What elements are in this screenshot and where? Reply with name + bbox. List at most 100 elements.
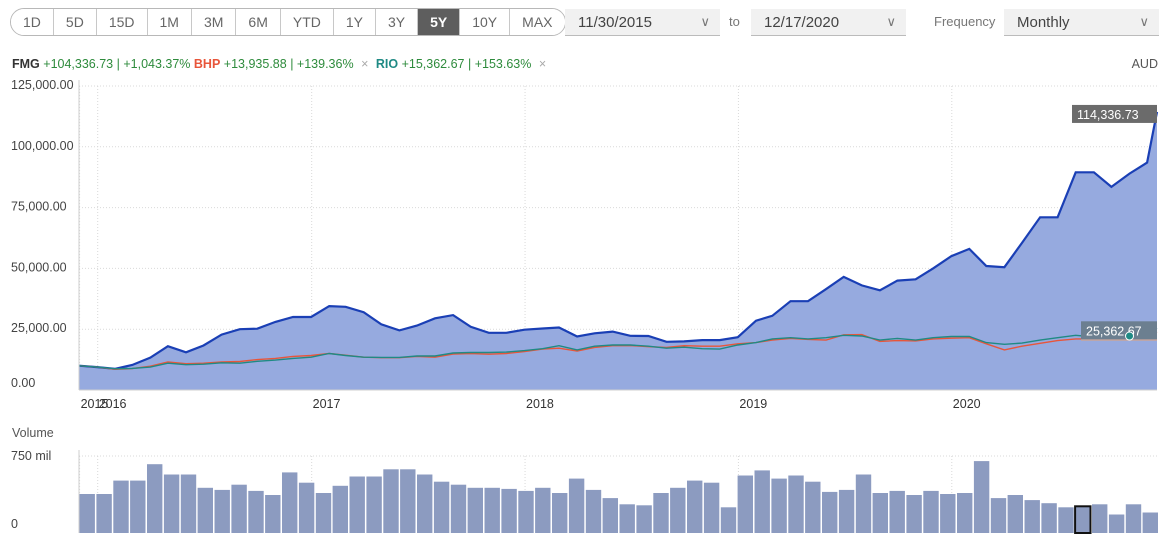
price-chart[interactable]: 0.00 25,000.00 50,000.00 75,000.00 100,000.0… xyxy=(0,0,1168,412)
x-tick-label: 2017 xyxy=(313,397,341,411)
legend-symbol[interactable]: BHP xyxy=(193,57,221,71)
volume-bar xyxy=(822,491,838,533)
x-tick-label: 2016 xyxy=(99,397,127,411)
range-button-15d[interactable]: 15D xyxy=(96,9,148,35)
currency-label: AUD xyxy=(1131,57,1158,71)
range-button-5d[interactable]: 5D xyxy=(53,9,97,35)
volume-bar xyxy=(400,469,416,533)
volume-bar xyxy=(315,493,332,533)
volume-bar xyxy=(467,487,483,533)
range-button-1d[interactable]: 1D xyxy=(11,9,54,35)
volume-bar xyxy=(349,476,365,533)
start-date-value: 11/30/2015 xyxy=(578,13,652,31)
to-label: to xyxy=(729,14,740,29)
remove-series-icon[interactable]: × xyxy=(361,57,369,71)
volume-bar xyxy=(940,494,956,533)
series-line-rio xyxy=(78,327,1158,370)
x-tick-label: 2020 xyxy=(953,397,981,411)
volume-bar xyxy=(687,480,703,533)
legend-value: +15,362.67 xyxy=(401,57,465,71)
legend-item-rio: RIO +15,362.67 | +153.63% × xyxy=(376,57,550,71)
volume-bar xyxy=(535,487,551,533)
volume-bar xyxy=(889,490,905,533)
legend-symbol[interactable]: RIO xyxy=(375,57,399,71)
volume-bar xyxy=(670,487,686,533)
legend-percent: +139.36% xyxy=(296,57,354,71)
frequency-select[interactable]: Monthly ∨ xyxy=(1004,9,1159,36)
range-button-3y[interactable]: 3Y xyxy=(375,9,419,35)
volume-bar xyxy=(298,482,315,533)
volume-bar xyxy=(552,493,568,533)
end-date-field[interactable]: 12/17/2020 ∨ xyxy=(751,9,906,36)
volume-bar xyxy=(771,478,787,533)
volume-bar xyxy=(1142,512,1158,533)
last-value-text: 114,336.73 xyxy=(1077,108,1139,122)
series-rio xyxy=(78,327,1158,370)
volume-bar xyxy=(1075,506,1091,533)
volume-bar xyxy=(366,476,382,533)
legend-value: +13,935.88 xyxy=(223,57,287,71)
volume-grid xyxy=(79,455,1159,533)
legend-symbol[interactable]: FMG xyxy=(12,57,40,71)
volume-bar xyxy=(855,474,872,533)
volume-bar xyxy=(720,507,737,533)
volume-bar xyxy=(383,469,399,533)
volume-bar xyxy=(568,478,585,533)
legend-percent: +153.63% xyxy=(474,57,532,71)
last-value-label-fmg: 114,336.73 xyxy=(1072,104,1157,123)
volume-bar xyxy=(214,489,230,533)
range-button-1m[interactable]: 1M xyxy=(147,9,192,35)
volume-bar xyxy=(1108,514,1125,533)
range-button-3m[interactable]: 3M xyxy=(191,9,237,35)
range-button-max[interactable]: MAX xyxy=(510,9,565,35)
volume-bar xyxy=(805,481,821,533)
volume-bar xyxy=(265,495,281,533)
x-tick-label: 2018 xyxy=(526,397,554,411)
time-range-selector: 1D 5D 15D 1M 3M 6M YTD 1Y 3Y 5Y 10Y MAX xyxy=(10,8,566,36)
y-tick-label: 0 xyxy=(11,517,18,531)
volume-title: Volume xyxy=(12,426,54,440)
range-button-5y[interactable]: 5Y xyxy=(418,9,461,35)
y-tick-label: 100,000.00 xyxy=(11,139,74,153)
volume-bar xyxy=(501,488,517,533)
last-value-bg xyxy=(1072,104,1157,123)
volume-bar xyxy=(79,494,95,533)
volume-bar xyxy=(923,490,939,533)
volume-bar xyxy=(484,487,500,533)
legend-separator: | xyxy=(113,57,124,71)
y-tick-label: 750 mil xyxy=(11,449,51,463)
volume-bar xyxy=(585,489,602,533)
volume-bar xyxy=(906,495,922,533)
volume-bar xyxy=(417,474,433,533)
range-button-1y[interactable]: 1Y xyxy=(333,9,376,35)
series-area-fmg xyxy=(79,111,1157,391)
volume-bar xyxy=(1007,495,1023,533)
y-tick-label: 25,000.00 xyxy=(11,321,67,335)
range-button-10y[interactable]: 10Y xyxy=(460,9,511,35)
volume-bar xyxy=(973,461,990,533)
volume-bar xyxy=(147,464,163,533)
series-line-fmg xyxy=(78,111,1159,370)
series-fmg xyxy=(78,111,1159,391)
chevron-down-icon: ∨ xyxy=(886,14,896,29)
volume-bar xyxy=(737,475,753,533)
chart-legend: FMG +104,336.73 | +1,043.37% BHP +13,935… xyxy=(12,57,550,71)
y-tick-label: 50,000.00 xyxy=(11,260,67,274)
volume-axes: 0 750 mil xyxy=(11,449,80,533)
range-button-6m[interactable]: 6M xyxy=(236,9,281,35)
volume-bar-highlight xyxy=(1074,505,1092,534)
range-button-ytd[interactable]: YTD xyxy=(280,9,334,35)
frequency-value: Monthly xyxy=(1017,13,1070,31)
volume-bar xyxy=(282,472,298,533)
volume-bar xyxy=(231,484,247,533)
volume-bar xyxy=(703,482,720,533)
volume-bar xyxy=(450,484,467,533)
remove-series-icon[interactable]: × xyxy=(538,57,547,71)
volume-bar xyxy=(788,475,804,533)
start-date-field[interactable]: 11/30/2015 ∨ xyxy=(565,9,720,36)
volume-bar xyxy=(653,493,669,533)
volume-bar xyxy=(1058,507,1074,533)
chevron-down-icon: ∨ xyxy=(700,14,710,29)
